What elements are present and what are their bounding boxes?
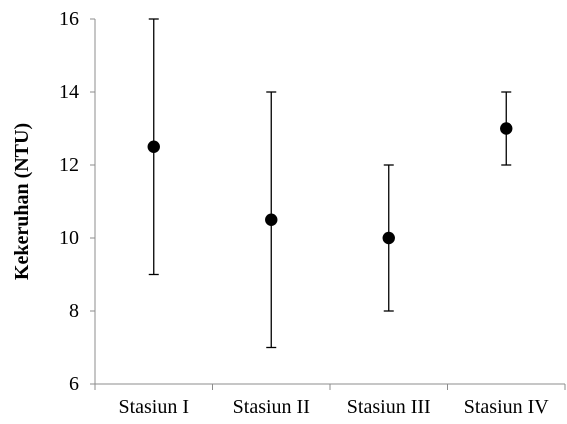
y-tick-label: 12: [59, 154, 79, 176]
data-point: [382, 231, 395, 245]
y-axis: 6 8 10 12 14 16: [59, 8, 96, 395]
x-tick-label: Stasiun III: [347, 396, 431, 418]
y-axis-title: Kekeruhan (NTU): [11, 123, 33, 280]
x-axis: Stasiun I Stasiun II Stasiun III Stasiun IV: [94, 383, 566, 418]
x-tick-label: Stasiun IV: [464, 396, 550, 418]
y-tick-label: 16: [59, 8, 79, 30]
y-tick-label: 8: [69, 300, 79, 322]
data-point: [147, 140, 160, 153]
y-tick-label: 6: [69, 373, 79, 395]
data-point: [265, 213, 278, 226]
x-tick-label: Stasiun I: [118, 396, 189, 418]
x-tick-label: Stasiun II: [233, 396, 310, 418]
y-tick-label: 14: [59, 81, 79, 103]
data-point: [500, 122, 513, 135]
y-tick-label: 10: [59, 227, 79, 249]
data-series: [147, 18, 513, 349]
